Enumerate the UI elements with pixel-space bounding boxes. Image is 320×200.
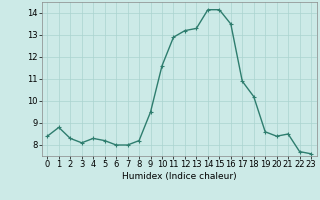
X-axis label: Humidex (Indice chaleur): Humidex (Indice chaleur): [122, 172, 236, 181]
